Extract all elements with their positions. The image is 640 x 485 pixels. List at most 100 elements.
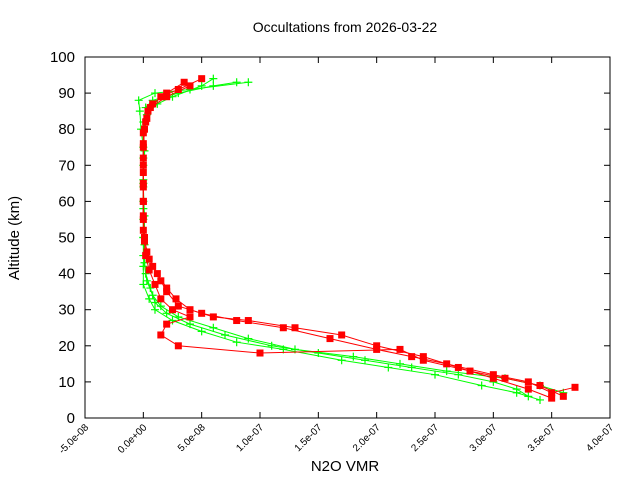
data-point xyxy=(209,74,218,83)
data-point xyxy=(198,75,206,83)
data-point xyxy=(148,291,157,300)
profile-line xyxy=(142,81,564,394)
y-tick-label: 30 xyxy=(58,302,75,319)
x-tick-label: 3.5e-07 xyxy=(526,422,558,454)
y-tick-label: 10 xyxy=(58,374,75,391)
x-tick-label: 0.0e+00 xyxy=(116,422,150,456)
data-point xyxy=(232,338,241,347)
data-point xyxy=(548,394,556,402)
data-point xyxy=(186,82,194,90)
data-point xyxy=(442,367,451,376)
data-point xyxy=(169,306,176,314)
data-point xyxy=(143,114,151,122)
data-point xyxy=(524,385,532,393)
data-point xyxy=(197,81,206,90)
data-point xyxy=(361,356,369,365)
data-point xyxy=(174,85,182,93)
data-point xyxy=(151,305,159,314)
x-axis-label: N2O VMR xyxy=(311,458,380,475)
data-point xyxy=(139,280,148,289)
x-tick-label: 4.0e-07 xyxy=(584,422,616,454)
data-point xyxy=(139,226,147,234)
profile-line xyxy=(142,85,564,397)
data-point xyxy=(142,252,150,260)
data-point xyxy=(197,327,206,336)
data-point xyxy=(157,93,165,101)
data-point xyxy=(373,342,381,350)
x-tick-label: 2.0e-07 xyxy=(351,422,383,454)
data-point xyxy=(373,345,381,353)
data-point xyxy=(151,280,159,288)
data-point xyxy=(163,320,171,328)
data-point xyxy=(209,81,218,90)
data-point xyxy=(477,381,486,390)
data-point xyxy=(180,78,188,86)
chart-title: Occultations from 2026-03-22 xyxy=(253,19,438,35)
y-tick-label: 100 xyxy=(50,49,75,66)
data-point xyxy=(163,89,171,97)
data-point xyxy=(151,89,159,98)
data-point xyxy=(172,295,180,303)
data-point xyxy=(209,323,218,332)
data-point xyxy=(174,302,182,310)
data-point xyxy=(267,341,276,350)
data-point xyxy=(384,363,393,372)
data-point xyxy=(338,331,346,339)
data-point xyxy=(396,345,404,353)
data-point xyxy=(536,395,544,404)
data-point xyxy=(221,330,229,339)
y-tick-label: 40 xyxy=(58,266,75,283)
data-point xyxy=(142,276,151,285)
data-point xyxy=(548,389,556,397)
data-point xyxy=(489,374,497,382)
data-point xyxy=(524,378,532,386)
data-point xyxy=(163,93,171,101)
data-point xyxy=(141,237,148,245)
data-point xyxy=(408,353,416,361)
data-point xyxy=(326,335,334,343)
data-point xyxy=(168,316,177,325)
data-point xyxy=(244,78,253,87)
data-point xyxy=(157,331,165,339)
data-point xyxy=(501,374,509,382)
data-point xyxy=(157,295,165,303)
y-tick-label: 60 xyxy=(58,193,75,210)
profile-line xyxy=(142,78,541,401)
data-point xyxy=(244,334,253,343)
data-point xyxy=(232,78,241,87)
y-tick-label: 20 xyxy=(58,338,75,355)
x-tick-label: 3.0e-07 xyxy=(468,422,500,454)
y-tick-label: 50 xyxy=(58,230,75,247)
data-point xyxy=(163,288,171,296)
series-red xyxy=(139,75,579,402)
x-tick-label: -5.0e-08 xyxy=(57,422,91,456)
data-point xyxy=(512,388,521,397)
data-point xyxy=(209,313,217,321)
data-point xyxy=(139,154,147,162)
plot-frame xyxy=(84,56,611,419)
data-point xyxy=(337,356,346,365)
data-point xyxy=(145,255,153,263)
data-point xyxy=(163,284,171,292)
data-point xyxy=(149,262,157,270)
data-point xyxy=(144,107,152,115)
profile-line xyxy=(142,78,576,394)
data-point xyxy=(139,183,147,191)
data-point xyxy=(571,383,579,391)
data-point xyxy=(419,356,427,364)
data-point xyxy=(396,359,404,368)
data-point xyxy=(291,324,299,332)
data-point xyxy=(174,312,183,321)
y-tick-label: 90 xyxy=(58,85,75,102)
profile-line xyxy=(138,81,529,397)
series-green xyxy=(134,74,568,404)
data-point xyxy=(157,277,165,285)
y-tick-label: 80 xyxy=(58,121,75,138)
data-point xyxy=(139,129,147,137)
data-point xyxy=(349,352,358,361)
data-point xyxy=(156,302,165,311)
data-point xyxy=(489,371,497,379)
data-point xyxy=(256,349,264,357)
data-point xyxy=(419,353,427,361)
